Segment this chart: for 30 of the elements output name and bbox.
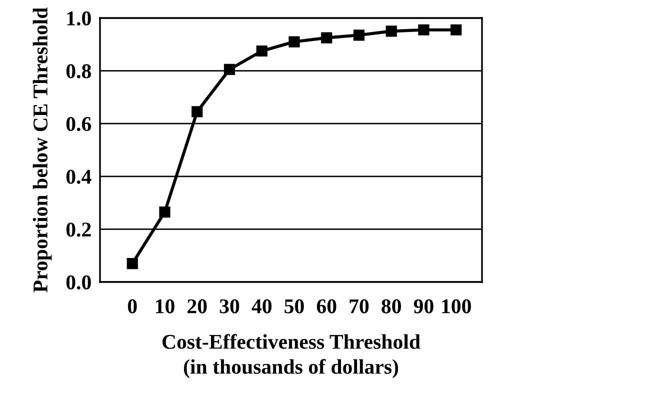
x-tick-label: 40: [252, 299, 272, 314]
y-tick-label: 1.0: [67, 11, 91, 26]
y-tick-label: 0.6: [66, 116, 92, 132]
point: [256, 45, 268, 57]
point: [321, 32, 332, 44]
x-axis-title: Cost-Effectiveness Threshold (in thousands of dollars): [162, 334, 420, 378]
x-tick-label: 90: [414, 299, 434, 314]
x-tick-label: 30: [220, 299, 240, 314]
x-tick-label: 100: [442, 299, 471, 314]
x-tick-label: 80: [382, 299, 401, 314]
point: [386, 26, 397, 37]
y-tick-label: 0.4: [66, 170, 92, 184]
y-tick-label: 0.0: [66, 275, 91, 290]
point: [418, 24, 430, 36]
x-tick-label: 60: [316, 299, 336, 314]
point: [450, 24, 462, 36]
y-tick-label: 0.2: [66, 222, 91, 237]
x-tick-label: 0: [128, 299, 137, 314]
y-tick-label: 0.8: [66, 64, 91, 78]
point: [224, 64, 236, 76]
point: [159, 206, 170, 218]
x-tick-label: 50: [284, 299, 304, 314]
y-axis-title: Proportion below CE Threshold: [32, 8, 52, 292]
x-tick-label: 20: [188, 299, 207, 314]
point: [126, 258, 138, 270]
x-tick-label: 10: [156, 299, 174, 314]
x-tick-label: 70: [350, 299, 369, 314]
point: [192, 106, 203, 118]
point: [353, 30, 365, 41]
point: [288, 36, 300, 48]
